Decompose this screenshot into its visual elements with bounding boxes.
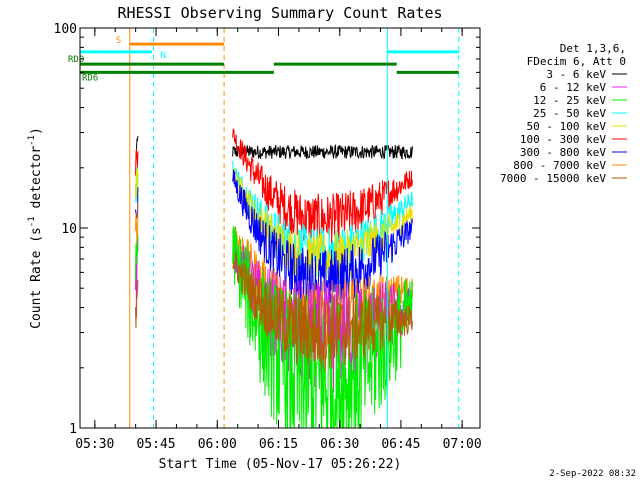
chart-title: RHESSI Observing Summary Count Rates — [117, 4, 442, 22]
legend-label: 800 - 7000 keV — [513, 159, 606, 172]
legend-label: 12 - 25 keV — [533, 94, 606, 107]
series-line-8-0 — [135, 279, 139, 329]
legend-label: 300 - 800 keV — [520, 146, 606, 159]
status-label-s: S — [116, 36, 121, 46]
legend-label: 50 - 100 keV — [527, 120, 607, 133]
legend-label: 25 - 50 keV — [533, 107, 606, 120]
legend-header-1: FDecim 6, Att 0 — [527, 55, 626, 68]
x-axis-label: Start Time (05-Nov-17 05:26:22) — [159, 457, 402, 472]
footer-date: 2-Sep-2022 08:32 — [549, 469, 636, 479]
x-tick-label: 05:45 — [136, 437, 175, 452]
series-line-3-0 — [135, 168, 139, 200]
x-tick-label: 07:00 — [443, 437, 482, 452]
status-label-rd6: RD6 — [82, 73, 98, 83]
series-line-0-1 — [232, 144, 413, 160]
series-line-8-1 — [232, 251, 413, 372]
y-axis: 1 10 100 — [54, 22, 480, 437]
status-label-n: N — [160, 51, 165, 61]
y-axis-label-end: ) — [29, 127, 44, 135]
x-tick-label: 06:45 — [381, 437, 420, 452]
series-line-1-0 — [135, 148, 139, 176]
legend-header-0: Det 1,3,6, — [560, 42, 626, 55]
legend-label: 100 - 300 keV — [520, 133, 606, 146]
y-axis-label-exp1: -1 — [27, 216, 37, 227]
legend-label: 7000 - 15000 keV — [500, 172, 606, 185]
series-line-1-1 — [232, 128, 413, 245]
y-axis-label-main: Count Rate (s — [29, 227, 44, 329]
y-tick-label: 100 — [54, 22, 77, 37]
y-tick-label: 10 — [61, 222, 77, 237]
y-axis-label-mid: detector — [29, 146, 44, 217]
x-tick-label: 06:30 — [320, 437, 359, 452]
x-tick-label: 06:00 — [198, 437, 237, 452]
status-label-rd0: RD0 — [68, 55, 84, 65]
x-tick-label: 06:15 — [259, 437, 298, 452]
y-tick-label: 1 — [69, 422, 77, 437]
legend-label: 6 - 12 keV — [540, 81, 607, 94]
y-axis-label-exp2: -1 — [27, 135, 37, 146]
series-line-4-1 — [232, 169, 413, 310]
y-axis-label: Count Rate (s-1 detector-1) — [27, 127, 44, 329]
plot-area: S N RD0 RD6 — [68, 28, 460, 429]
x-axis: 05:30 05:45 06:00 06:15 06:30 06:45 07:00 — [75, 28, 482, 452]
legend-label: 3 - 6 keV — [546, 68, 606, 81]
series-line-7-0 — [135, 235, 139, 281]
x-tick-label: 05:30 — [75, 437, 114, 452]
